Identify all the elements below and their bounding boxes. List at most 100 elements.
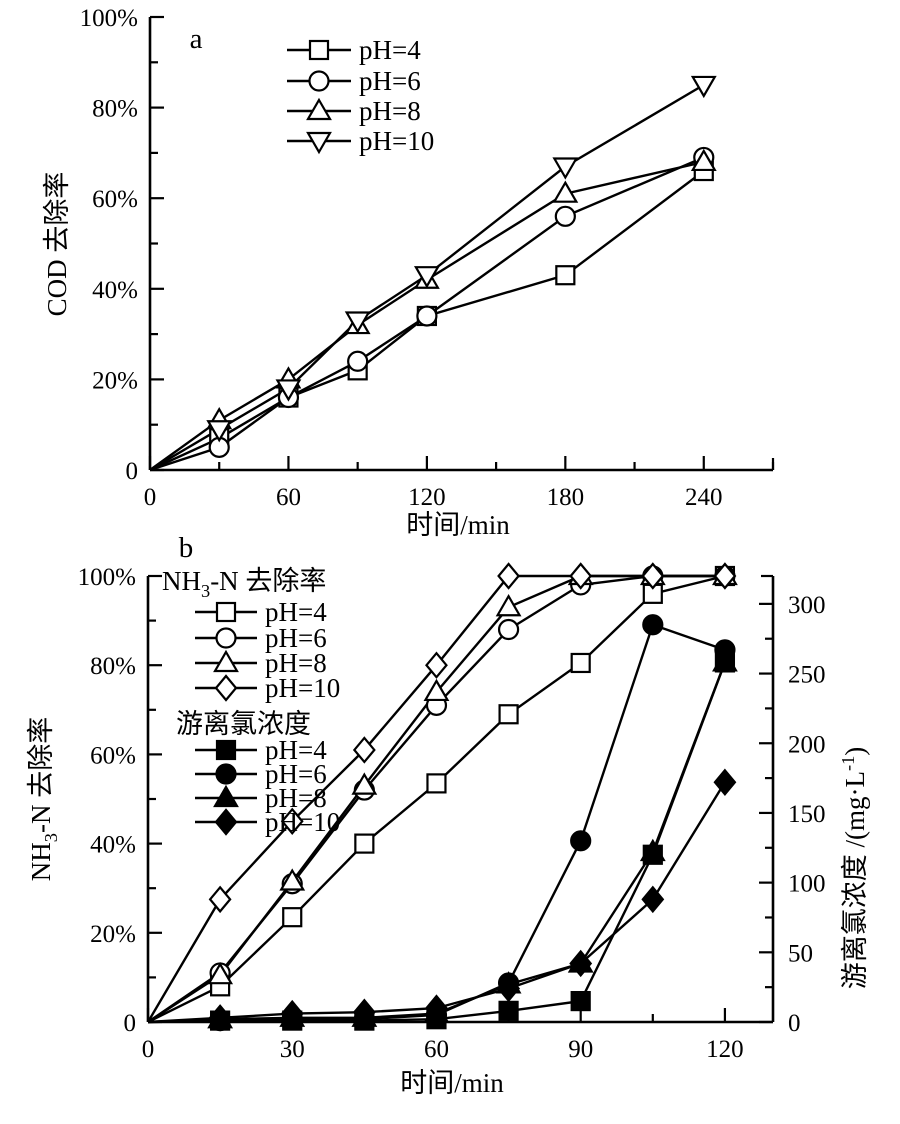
panel-letter: a bbox=[190, 23, 203, 55]
legend-title: 游离氯浓度 bbox=[176, 709, 311, 739]
triangle-down-marker bbox=[275, 379, 302, 402]
square-marker bbox=[498, 704, 519, 725]
triangle-up-marker bbox=[495, 594, 522, 617]
series-markers-right-pH=10 bbox=[208, 768, 737, 1032]
diamond-marker bbox=[425, 651, 448, 679]
panel-a: 0 60 120 180 240 0 20% 40% 60% 80% 100% 时间/min COD 去… bbox=[42, 5, 775, 540]
legend-label: pH=10 bbox=[265, 807, 340, 837]
circle-marker bbox=[497, 618, 520, 641]
square-marker bbox=[555, 265, 576, 286]
x-tick-label: 240 bbox=[685, 484, 723, 511]
x-tick-label: 60 bbox=[424, 1036, 449, 1063]
triangle-down-marker bbox=[206, 420, 233, 443]
triangle-up-marker bbox=[351, 772, 378, 795]
panel-b: 0 30 60 90 120 0 20% 40% 60% 80% 100% 0 50 100 150 200 2… bbox=[26, 532, 870, 1098]
legend-group-1: pH=4pH=6pH=8pH=10 bbox=[287, 35, 434, 156]
legend-entry-pH=8: pH=8 bbox=[195, 648, 327, 678]
diamond-marker bbox=[569, 949, 593, 978]
diamond-marker bbox=[280, 999, 304, 1028]
legend-label: pH=6 bbox=[265, 623, 327, 653]
square-marker bbox=[570, 652, 591, 674]
y-tick-label: 60% bbox=[92, 186, 138, 213]
diamond-marker bbox=[352, 736, 376, 764]
series-line-right-pH=10 bbox=[147, 781, 726, 1024]
y-tick-label: 80% bbox=[90, 653, 136, 680]
y-tick-label: 0 bbox=[124, 1010, 137, 1037]
x-axis-title: 时间/min bbox=[406, 510, 510, 540]
diamond-marker bbox=[280, 807, 304, 836]
triangle-up-legend-marker bbox=[306, 97, 332, 121]
diamond-marker bbox=[569, 562, 593, 590]
y-tick-label: 20% bbox=[90, 921, 136, 948]
triangle-up-marker bbox=[207, 961, 234, 985]
square-legend-marker bbox=[215, 601, 237, 623]
legend-entry-pH=4: pH=4 bbox=[287, 35, 421, 65]
circle-marker bbox=[347, 350, 369, 372]
series-markers bbox=[207, 562, 738, 1032]
triangle-up-marker bbox=[690, 148, 717, 172]
y-tick-label: 40% bbox=[92, 277, 138, 304]
square-marker bbox=[498, 1000, 519, 1021]
series-markers bbox=[206, 75, 717, 458]
triangle-up-marker bbox=[423, 678, 450, 702]
legend-entry-pH=6: pH=6 bbox=[195, 759, 327, 789]
diamond-legend-marker bbox=[214, 674, 238, 702]
x-tick-label: 0 bbox=[144, 484, 157, 511]
diamond-marker bbox=[497, 562, 521, 590]
y-right-tick-label: 250 bbox=[788, 662, 826, 689]
diamond-marker bbox=[497, 974, 521, 1003]
y-tick-label: 20% bbox=[92, 367, 138, 394]
triangle-down-marker bbox=[413, 266, 440, 289]
legend-entry-pH=8: pH=8 bbox=[287, 96, 421, 126]
triangle-down-marker bbox=[552, 157, 579, 180]
axes: 0 30 60 90 120 0 20% 40% 60% 80% 100% 0 50 100 150 200 2… bbox=[78, 564, 826, 1063]
triangle-down-marker bbox=[690, 75, 717, 99]
triangle-down-marker bbox=[344, 311, 371, 334]
square-marker bbox=[354, 833, 375, 854]
diamond-legend-marker bbox=[214, 808, 238, 836]
y-axis-title: COD 去除率 bbox=[42, 172, 72, 317]
legend-label: pH=8 bbox=[265, 783, 327, 813]
legend-label: pH=8 bbox=[359, 96, 421, 126]
diamond-marker bbox=[713, 768, 737, 796]
triangle-up-legend-marker bbox=[213, 649, 239, 673]
diamond-marker bbox=[641, 885, 665, 914]
square-marker bbox=[426, 773, 447, 794]
y-right-tick-label: 0 bbox=[788, 1010, 801, 1037]
x-tick-label: 60 bbox=[276, 484, 301, 511]
circle-legend-marker bbox=[215, 763, 237, 785]
legend-entry-pH=6: pH=6 bbox=[287, 66, 421, 96]
legend-entry-pH=8: pH=8 bbox=[195, 783, 327, 813]
series-markers-left-pH=6 bbox=[208, 146, 715, 458]
circle-legend-marker bbox=[308, 70, 330, 92]
y-tick-label: 100% bbox=[78, 564, 136, 591]
legend-entry-pH=4: pH=4 bbox=[195, 597, 327, 627]
triangle-up-marker bbox=[639, 838, 666, 862]
diamond-marker bbox=[641, 562, 665, 590]
x-tick-label: 180 bbox=[547, 484, 585, 511]
legend-label: pH=4 bbox=[359, 35, 421, 65]
series-markers-left-pH=10 bbox=[208, 562, 737, 914]
square-marker bbox=[570, 990, 591, 1012]
x-tick-label: 120 bbox=[408, 484, 446, 511]
diamond-marker bbox=[713, 562, 737, 590]
triangle-up-legend-marker bbox=[213, 784, 239, 808]
diamond-marker bbox=[208, 1004, 232, 1032]
circle-marker bbox=[570, 830, 592, 852]
diamond-marker bbox=[208, 885, 232, 914]
circle-marker bbox=[642, 614, 664, 636]
legend-label: pH=6 bbox=[359, 66, 421, 96]
circle-marker bbox=[554, 205, 576, 227]
legend-entry-pH=4: pH=4 bbox=[195, 735, 327, 765]
x-tick-label: 0 bbox=[142, 1036, 155, 1063]
series-markers-left-pH=10 bbox=[206, 75, 717, 443]
x-tick-label: 120 bbox=[706, 1036, 744, 1063]
circle-marker bbox=[416, 305, 438, 327]
legend-label: pH=8 bbox=[265, 648, 327, 678]
triangle-up-marker bbox=[552, 180, 579, 203]
legend-entry-pH=6: pH=6 bbox=[195, 623, 327, 653]
y-right-tick-label: 100 bbox=[788, 871, 826, 898]
